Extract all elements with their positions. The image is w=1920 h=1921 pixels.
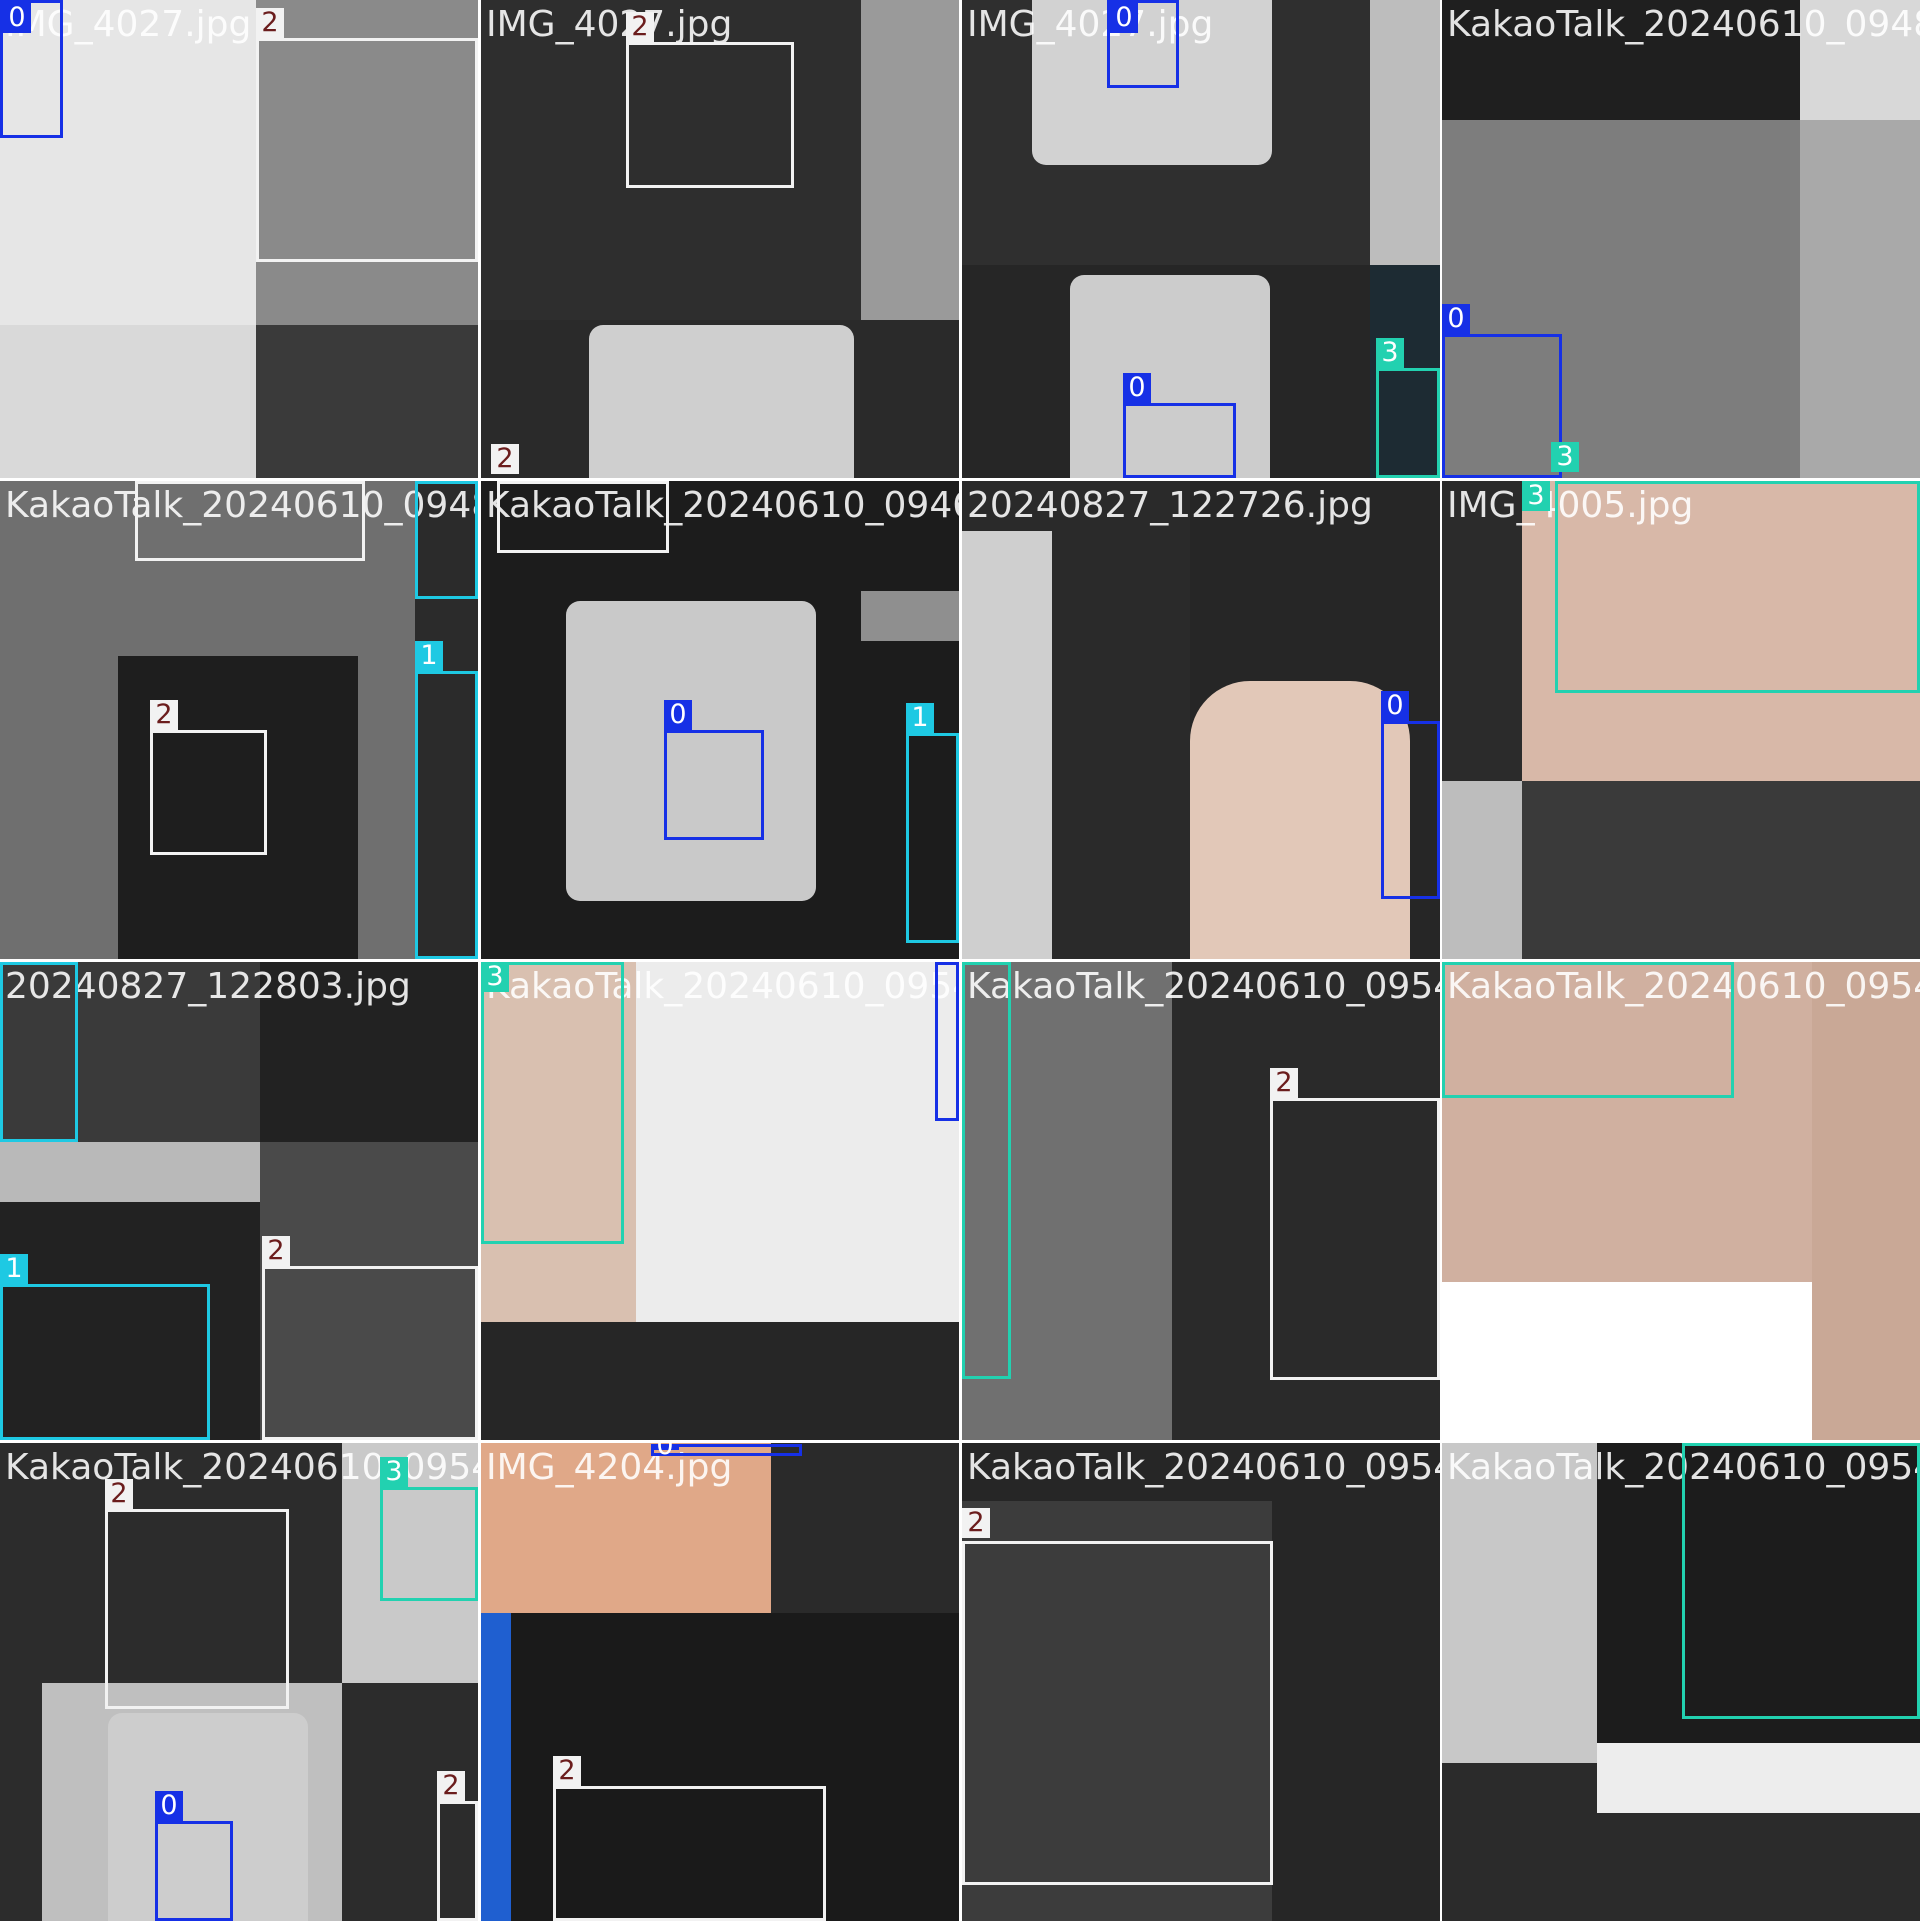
class-label: 3 [1376, 338, 1404, 368]
detection-box: 2 [105, 1479, 289, 1709]
detection-box: 3 [481, 962, 624, 1244]
detection-box: 1 [0, 962, 78, 1142]
detection-box: 0 [0, 0, 63, 138]
class-label: 2 [491, 444, 519, 474]
detection-box: 2 [256, 8, 478, 262]
class-label: 1 [0, 1254, 28, 1284]
detection-box: 0 [155, 1791, 233, 1921]
class-label: 0 [155, 1791, 183, 1821]
class-label: 0 [1442, 304, 1470, 334]
class-label: 0 [664, 700, 692, 730]
detection-box: 0 [1381, 691, 1440, 899]
detection-box: 2 [491, 444, 519, 478]
mosaic-tile: IMG_4027.jpg 2 2 [481, 0, 959, 478]
detection-box: 3 [380, 1457, 478, 1601]
class-label: 0 [651, 1443, 679, 1459]
mosaic-tile: KakaoTalk_20240610_0946 2 0 1 [481, 481, 959, 959]
detection-box: 3 [1442, 962, 1734, 1098]
detection-box: 2 [962, 1508, 1273, 1885]
detection-box: 2 [626, 12, 794, 188]
detection-box: 1 [0, 1254, 210, 1440]
class-label: 1 [415, 641, 443, 671]
detection-box: 2 [497, 481, 669, 553]
class-label: 0 [1123, 373, 1151, 403]
detection-box: 0 [1442, 304, 1562, 478]
detection-box: 2 [437, 1771, 478, 1921]
class-label: 1 [906, 703, 934, 733]
detection-box: 1 [906, 703, 959, 943]
class-label: 2 [962, 1508, 990, 1538]
class-label: 2 [626, 12, 654, 42]
class-label: 3 [380, 1457, 408, 1487]
detection-box: 2 [262, 1236, 478, 1440]
mosaic-tile: KakaoTalk_20240610_0954 2 [962, 1443, 1440, 1921]
mosaic-tile: KakaoTalk_20240610_0948 0 3 [1442, 0, 1920, 478]
class-label: 2 [256, 8, 284, 38]
detection-box: 3 [1682, 1443, 1920, 1719]
detection-box: 2 [553, 1756, 826, 1921]
class-label: 0 [1110, 3, 1138, 33]
detection-box: 0 [935, 962, 959, 1121]
mosaic-tile: KakaoTalk_20240610_0954 2 3 0 2 [0, 1443, 478, 1921]
class-label: 2 [1270, 1068, 1298, 1098]
detection-box: 2 [1270, 1068, 1440, 1380]
class-label: 2 [437, 1771, 465, 1801]
detection-box: 3 [1376, 338, 1440, 478]
mosaic-tile: IMG_4027.jpg 0 2 [0, 0, 478, 478]
mosaic-tile: KakaoTalk_20240610_0948 2 1 1 2 [0, 481, 478, 959]
detection-box: 2 [150, 700, 267, 855]
mosaic-tile: IMG_4204.jpg 0 2 [481, 1443, 959, 1921]
class-label: 0 [1381, 691, 1409, 721]
mosaic-tile: KakaoTalk_20240610_0954 3 0 [481, 962, 959, 1440]
detection-box: 0 [664, 700, 764, 840]
detection-box: 2 [135, 481, 365, 561]
detection-box: 0 [1123, 373, 1236, 478]
detection-box: 1 [415, 641, 478, 959]
class-label: 2 [553, 1756, 581, 1786]
detection-box: 0 [651, 1443, 802, 1459]
mosaic-tile: 20240827_122803.jpg 1 1 2 [0, 962, 478, 1440]
detection-box: 3 [1551, 442, 1584, 478]
mosaic-tile: IMG_4027.jpg 0 0 3 [962, 0, 1440, 478]
mosaic-tile: KakaoTalk_20240610_0954 3 [1442, 1443, 1920, 1921]
mosaic-tile: IMG_4005.jpg 3 [1442, 481, 1920, 959]
mosaic-tile: KakaoTalk_20240610_0954 3 [1442, 962, 1920, 1440]
class-label: 3 [1551, 442, 1579, 472]
mosaic-tile: KakaoTalk_20240610_0954 3 2 [962, 962, 1440, 1440]
class-label: 3 [1522, 481, 1550, 511]
detection-box: 3 [962, 962, 1011, 1379]
detection-box: 1 [415, 481, 478, 599]
class-label: 2 [105, 1479, 133, 1509]
mosaic-tile: 20240827_122726.jpg 0 [962, 481, 1440, 959]
class-label: 3 [481, 962, 509, 992]
class-label: 2 [150, 700, 178, 730]
detection-box: 0 [1107, 0, 1179, 88]
class-label: 0 [3, 3, 31, 33]
detection-box: 3 [1522, 481, 1920, 693]
class-label: 2 [262, 1236, 290, 1266]
